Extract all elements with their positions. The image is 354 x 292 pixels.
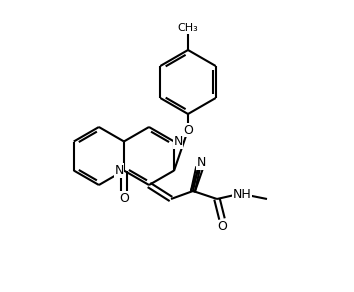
Text: O: O [183, 124, 193, 136]
Text: NH: NH [233, 187, 251, 201]
Text: O: O [217, 220, 227, 234]
Text: N: N [196, 157, 206, 169]
Text: CH₃: CH₃ [178, 23, 198, 33]
Text: N: N [114, 164, 124, 177]
Text: N: N [173, 135, 183, 148]
Text: O: O [119, 192, 129, 205]
